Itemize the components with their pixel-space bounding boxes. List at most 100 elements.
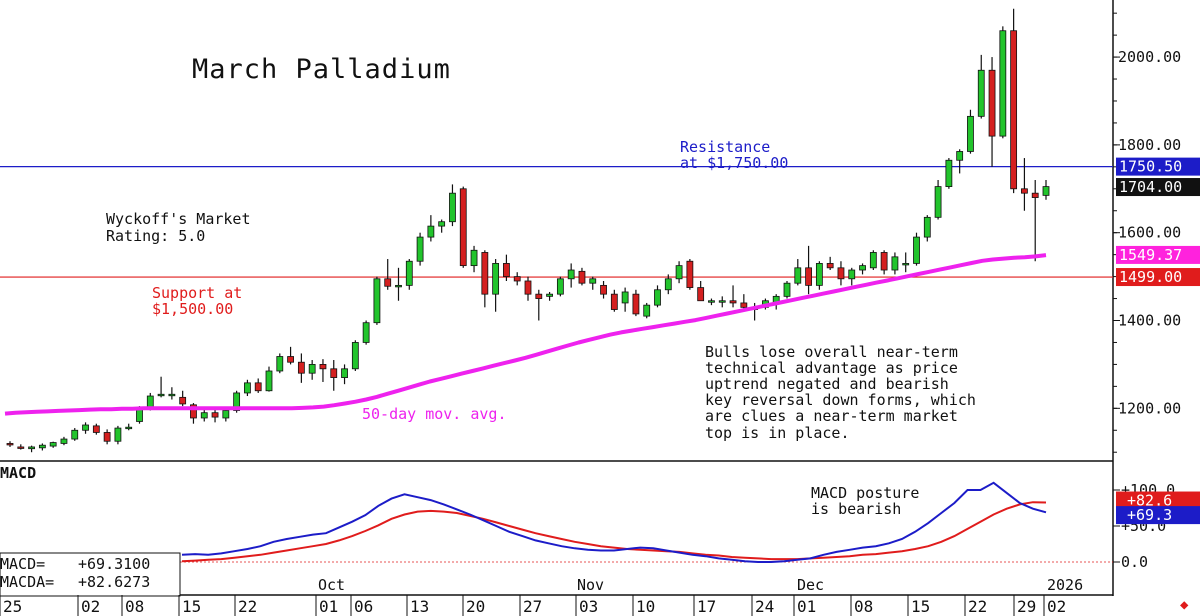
- candle: [708, 298, 715, 306]
- candle-body: [179, 396, 187, 405]
- candle: [686, 259, 694, 290]
- candle: [481, 250, 489, 308]
- macda-legend-value: +82.6273: [78, 573, 150, 591]
- candle: [373, 276, 381, 325]
- chart-title: March Palladium: [192, 54, 451, 85]
- price-tick-label: 1600.00: [1118, 224, 1181, 242]
- candle-body: [1042, 186, 1050, 196]
- price-tag-text: 1704.00: [1119, 178, 1182, 196]
- macd-annotation: is bearish: [811, 500, 901, 518]
- candle-body: [686, 260, 694, 288]
- day-label: 29: [1017, 597, 1036, 616]
- scroll-right-arrow[interactable]: ◆: [1180, 597, 1189, 613]
- candle: [1042, 180, 1050, 200]
- moving-average-label: 50-day mov. avg.: [362, 405, 507, 423]
- price-tick-label: 1800.00: [1118, 136, 1181, 154]
- candle: [438, 219, 446, 233]
- candle-body: [610, 293, 618, 310]
- candle-body: [1031, 192, 1039, 198]
- candle: [179, 390, 187, 407]
- month-labels: Oct Nov Dec 2026: [318, 576, 1083, 594]
- candle: [470, 245, 478, 273]
- candle-body: [49, 442, 57, 447]
- candle: [826, 256, 834, 271]
- candle-body: [416, 236, 424, 262]
- candle: [697, 280, 705, 302]
- candle-body: [535, 293, 543, 299]
- commentary-text: Bulls lose overall near-term technical a…: [705, 343, 976, 442]
- candle: [578, 267, 586, 286]
- candle-body: [902, 263, 910, 266]
- candle-body: [373, 278, 381, 324]
- commentary-line: top is in place.: [705, 424, 850, 442]
- macd-panel-title: MACD: [0, 464, 36, 482]
- candle: [815, 261, 823, 290]
- candle-body: [308, 364, 316, 374]
- candle: [859, 263, 866, 275]
- candle-body: [567, 269, 575, 280]
- month-label: Nov: [577, 576, 604, 594]
- candle: [891, 252, 899, 275]
- candle-body: [244, 382, 251, 394]
- day-label: 01: [319, 597, 338, 616]
- candle: [718, 296, 726, 308]
- candle-body: [621, 291, 629, 304]
- candle: [60, 436, 68, 446]
- candle-body: [481, 252, 489, 295]
- candle: [71, 428, 79, 441]
- price-tick-label: 1400.00: [1118, 312, 1181, 330]
- support-label: $1,500.00: [152, 300, 233, 318]
- candle-body: [341, 368, 348, 378]
- candle: [384, 259, 392, 290]
- candle-body: [556, 278, 564, 295]
- candle: [837, 261, 845, 286]
- price-tag-text: 1549.37: [1119, 246, 1182, 264]
- candle-body: [869, 252, 877, 269]
- month-label: 2026: [1047, 576, 1083, 594]
- candle: [632, 289, 640, 317]
- candle: [103, 429, 111, 445]
- candle: [244, 379, 251, 397]
- candle-body: [589, 278, 597, 284]
- resistance-label: at $1,750.00: [680, 154, 788, 172]
- candle-body: [1010, 30, 1018, 190]
- candle-body: [71, 429, 79, 440]
- candle-body: [211, 412, 219, 418]
- candle-body: [718, 300, 726, 303]
- candle: [265, 366, 273, 392]
- candle: [211, 409, 219, 423]
- candle: [157, 376, 165, 398]
- candle-body: [600, 284, 607, 295]
- candle: [902, 252, 910, 273]
- candle-body: [654, 289, 661, 306]
- day-label: 24: [755, 597, 774, 616]
- month-label: Dec: [797, 576, 824, 594]
- macd-legend-value: +69.3100: [78, 555, 150, 573]
- candle-body: [848, 269, 856, 280]
- candle-body: [956, 151, 964, 161]
- rating-label: Wyckoff's Market: [106, 210, 251, 228]
- price-tag-text: 1750.50: [1119, 158, 1182, 176]
- day-label: 27: [523, 597, 542, 616]
- candle-body: [351, 342, 359, 370]
- candle-body: [60, 438, 68, 444]
- candle-body: [643, 304, 651, 317]
- candle: [82, 422, 89, 434]
- price-tick-label: 2000.00: [1118, 48, 1181, 66]
- candle-body: [815, 263, 823, 286]
- macd-tag-text: +69.3: [1127, 506, 1172, 524]
- candle: [168, 387, 176, 400]
- candle: [513, 272, 521, 286]
- candle-body: [740, 302, 748, 308]
- candle-body: [492, 263, 500, 295]
- candle: [351, 340, 359, 371]
- candle: [222, 408, 230, 422]
- candle: [38, 443, 46, 451]
- commentary-line: key reversal down forms, which: [705, 391, 976, 409]
- candle: [567, 263, 575, 288]
- day-label: 10: [636, 597, 655, 616]
- candle-body: [395, 284, 402, 288]
- candle-body: [1021, 188, 1028, 194]
- candle: [114, 425, 122, 445]
- candle-body: [805, 267, 812, 286]
